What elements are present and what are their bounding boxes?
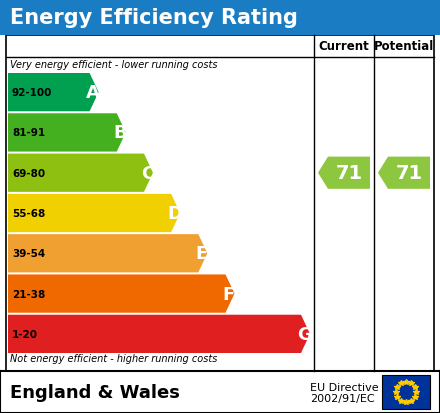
Polygon shape — [8, 114, 126, 152]
Polygon shape — [8, 275, 235, 313]
Text: C: C — [141, 164, 154, 182]
Text: EU Directive: EU Directive — [310, 382, 379, 392]
Text: England & Wales: England & Wales — [10, 383, 180, 401]
Polygon shape — [8, 74, 99, 112]
Bar — [382, 375, 430, 409]
Text: A: A — [86, 84, 100, 102]
Text: F: F — [223, 285, 235, 303]
Text: 55-68: 55-68 — [12, 209, 45, 218]
Text: D: D — [167, 204, 182, 223]
Text: Not energy efficient - higher running costs: Not energy efficient - higher running co… — [10, 353, 217, 363]
Text: Very energy efficient - lower running costs: Very energy efficient - lower running co… — [10, 60, 217, 70]
Polygon shape — [8, 235, 207, 273]
Polygon shape — [8, 195, 180, 233]
Bar — [6, 36, 434, 371]
Text: 71: 71 — [396, 164, 422, 183]
Text: 81-91: 81-91 — [12, 128, 45, 138]
Text: B: B — [114, 124, 127, 142]
Bar — [0, 0, 440, 36]
Bar — [0, 371, 440, 413]
Text: Energy Efficiency Rating: Energy Efficiency Rating — [10, 8, 298, 28]
Text: Potential: Potential — [374, 40, 434, 53]
Text: 21-38: 21-38 — [12, 289, 45, 299]
Text: 1-20: 1-20 — [12, 329, 38, 339]
Polygon shape — [318, 157, 370, 189]
Text: 92-100: 92-100 — [12, 88, 52, 98]
Polygon shape — [8, 315, 310, 353]
Text: Current: Current — [319, 40, 369, 53]
Text: 71: 71 — [335, 164, 363, 183]
Polygon shape — [378, 157, 430, 189]
Text: E: E — [196, 244, 208, 263]
Text: 2002/91/EC: 2002/91/EC — [310, 393, 374, 403]
Text: G: G — [297, 325, 312, 343]
Text: 39-54: 39-54 — [12, 249, 45, 259]
Text: 69-80: 69-80 — [12, 169, 45, 178]
Polygon shape — [8, 154, 153, 192]
